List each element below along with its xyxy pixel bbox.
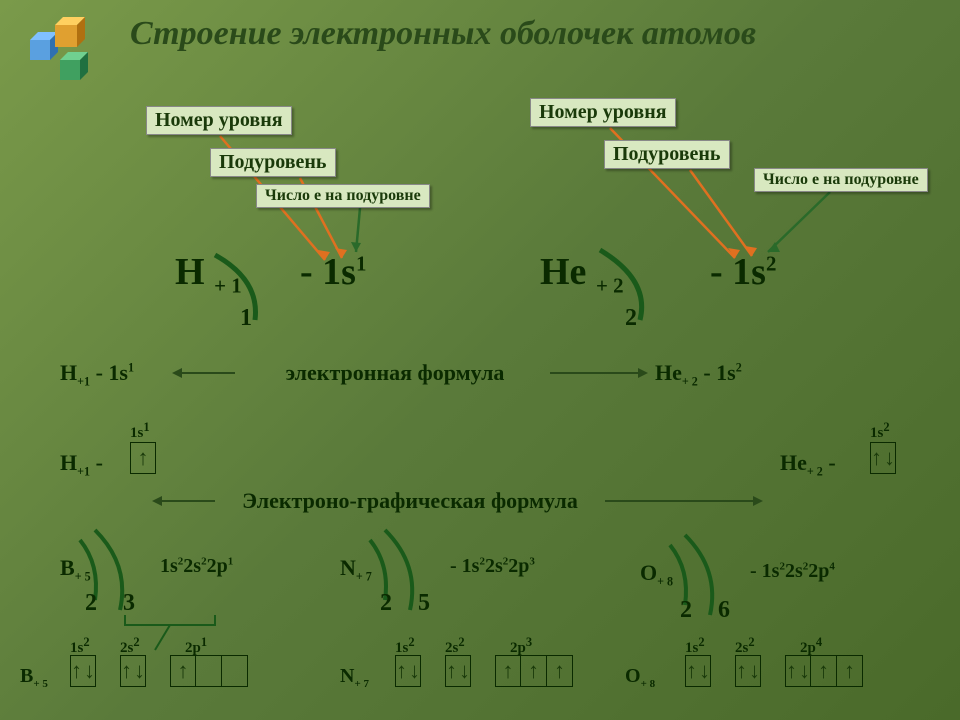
- config-He: - 1s2: [710, 250, 776, 294]
- atom-O: O+ 8: [640, 560, 673, 589]
- arrow-left-2: [160, 500, 215, 502]
- diag-N-label: N+ 7: [340, 665, 369, 690]
- diag-N-1s: ↑↓: [395, 655, 421, 687]
- atom-N: N+ 7: [340, 555, 372, 584]
- arrow-left-1: [180, 372, 235, 374]
- label-eg-formula: Электроно-графическая формула: [220, 488, 600, 514]
- label-sublevel-1: Подуровень: [210, 148, 336, 177]
- diag-O-label: O+ 8: [625, 665, 655, 690]
- shells-O: 2 6: [680, 597, 740, 624]
- orb-He-1s: 1s2: [870, 420, 890, 442]
- shells-N: 2 5: [380, 590, 440, 617]
- arrow-right-2: [605, 500, 755, 502]
- conf-N: - 1s22s22p3: [450, 555, 535, 578]
- diag-B-2s: ↑↓: [120, 655, 146, 687]
- element-He: He + 2: [540, 250, 624, 299]
- label-ecount-2: Число е на подуровне: [754, 168, 928, 192]
- eg-He-label: He+ 2 -: [780, 450, 836, 479]
- config-H: - 1s1: [300, 250, 366, 294]
- orbital-He: ↑↓: [870, 442, 896, 474]
- label-ecount-1: Число е на подуровне: [256, 184, 430, 208]
- label-e-formula: электронная формула: [245, 360, 545, 386]
- diag-N-2p: ↑ ↑ ↑: [495, 655, 573, 687]
- shells-B: 2 3: [85, 590, 145, 617]
- orb-H-1s: 1s1: [130, 420, 150, 442]
- diag-N-2s: ↑↓: [445, 655, 471, 687]
- eg-H-label: H+1 -: [60, 450, 103, 479]
- atom-B: B+ 5: [60, 555, 91, 584]
- label-level-2: Номер уровня: [530, 98, 676, 127]
- formula-H: H+1 - 1s1: [60, 360, 134, 389]
- conf-O: - 1s22s22p4: [750, 560, 835, 583]
- orbital-H: ↑: [130, 442, 156, 474]
- conf-B: 1s22s22p1: [160, 555, 233, 578]
- label-level-1: Номер уровня: [146, 106, 292, 135]
- element-H: H + 1: [175, 250, 242, 299]
- diag-O-2s: ↑↓: [735, 655, 761, 687]
- arrow-right-1: [550, 372, 640, 374]
- page-title: Строение электронных оболочек атомов: [130, 15, 940, 53]
- diag-O-2p: ↑↓ ↑ ↑: [785, 655, 863, 687]
- diag-B-1s: ↑↓: [70, 655, 96, 687]
- shell-H: 1: [240, 305, 252, 332]
- diag-O-1s: ↑↓: [685, 655, 711, 687]
- formula-He: He+ 2 - 1s2: [655, 360, 742, 389]
- diag-B-2p: ↑: [170, 655, 248, 687]
- diag-B-label: B+ 5: [20, 665, 48, 690]
- shell-He: 2: [625, 305, 637, 332]
- label-sublevel-2: Подуровень: [604, 140, 730, 169]
